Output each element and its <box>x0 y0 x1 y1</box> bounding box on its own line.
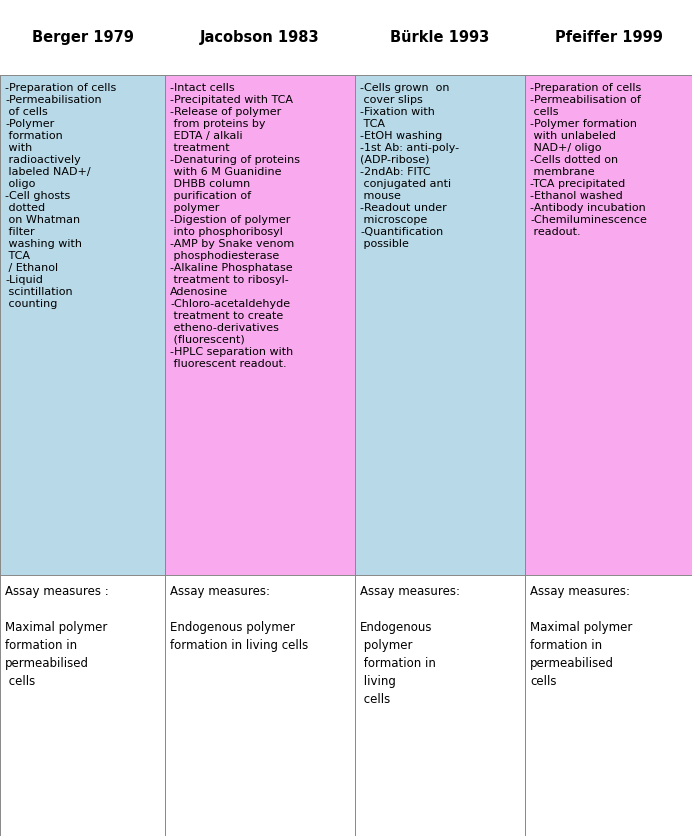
Text: Pfeiffer 1999: Pfeiffer 1999 <box>554 30 662 45</box>
Text: -Preparation of cells
-Permeabilisation of
 cells
-Polymer formation
 with unlab: -Preparation of cells -Permeabilisation … <box>530 83 647 237</box>
Bar <box>525 75 692 575</box>
Bar <box>0 75 165 575</box>
Bar <box>355 75 525 575</box>
Text: -Cells grown  on
 cover slips
-Fixation with
 TCA
-EtOH washing
-1st Ab: anti-po: -Cells grown on cover slips -Fixation wi… <box>360 83 459 249</box>
Text: -Intact cells
-Precipitated with TCA
-Release of polymer
 from proteins by
 EDTA: -Intact cells -Precipitated with TCA -Re… <box>170 83 300 369</box>
Bar <box>165 75 355 575</box>
Text: Assay measures:

Endogenous
 polymer
 formation in
 living
 cells: Assay measures: Endogenous polymer forma… <box>360 585 460 706</box>
Text: Assay measures:

Endogenous polymer
formation in living cells: Assay measures: Endogenous polymer forma… <box>170 585 308 652</box>
Text: Assay measures :

Maximal polymer
formation in
permeabilised
 cells: Assay measures : Maximal polymer formati… <box>5 585 109 688</box>
Text: Assay measures:

Maximal polymer
formation in
permeabilised
cells: Assay measures: Maximal polymer formatio… <box>530 585 632 688</box>
Text: Berger 1979: Berger 1979 <box>32 30 134 45</box>
Text: -Preparation of cells
-Permeabilisation
 of cells
-Polymer
 formation
 with
 rad: -Preparation of cells -Permeabilisation … <box>5 83 116 309</box>
Text: Jacobson 1983: Jacobson 1983 <box>200 30 320 45</box>
Text: Bürkle 1993: Bürkle 1993 <box>390 30 490 45</box>
